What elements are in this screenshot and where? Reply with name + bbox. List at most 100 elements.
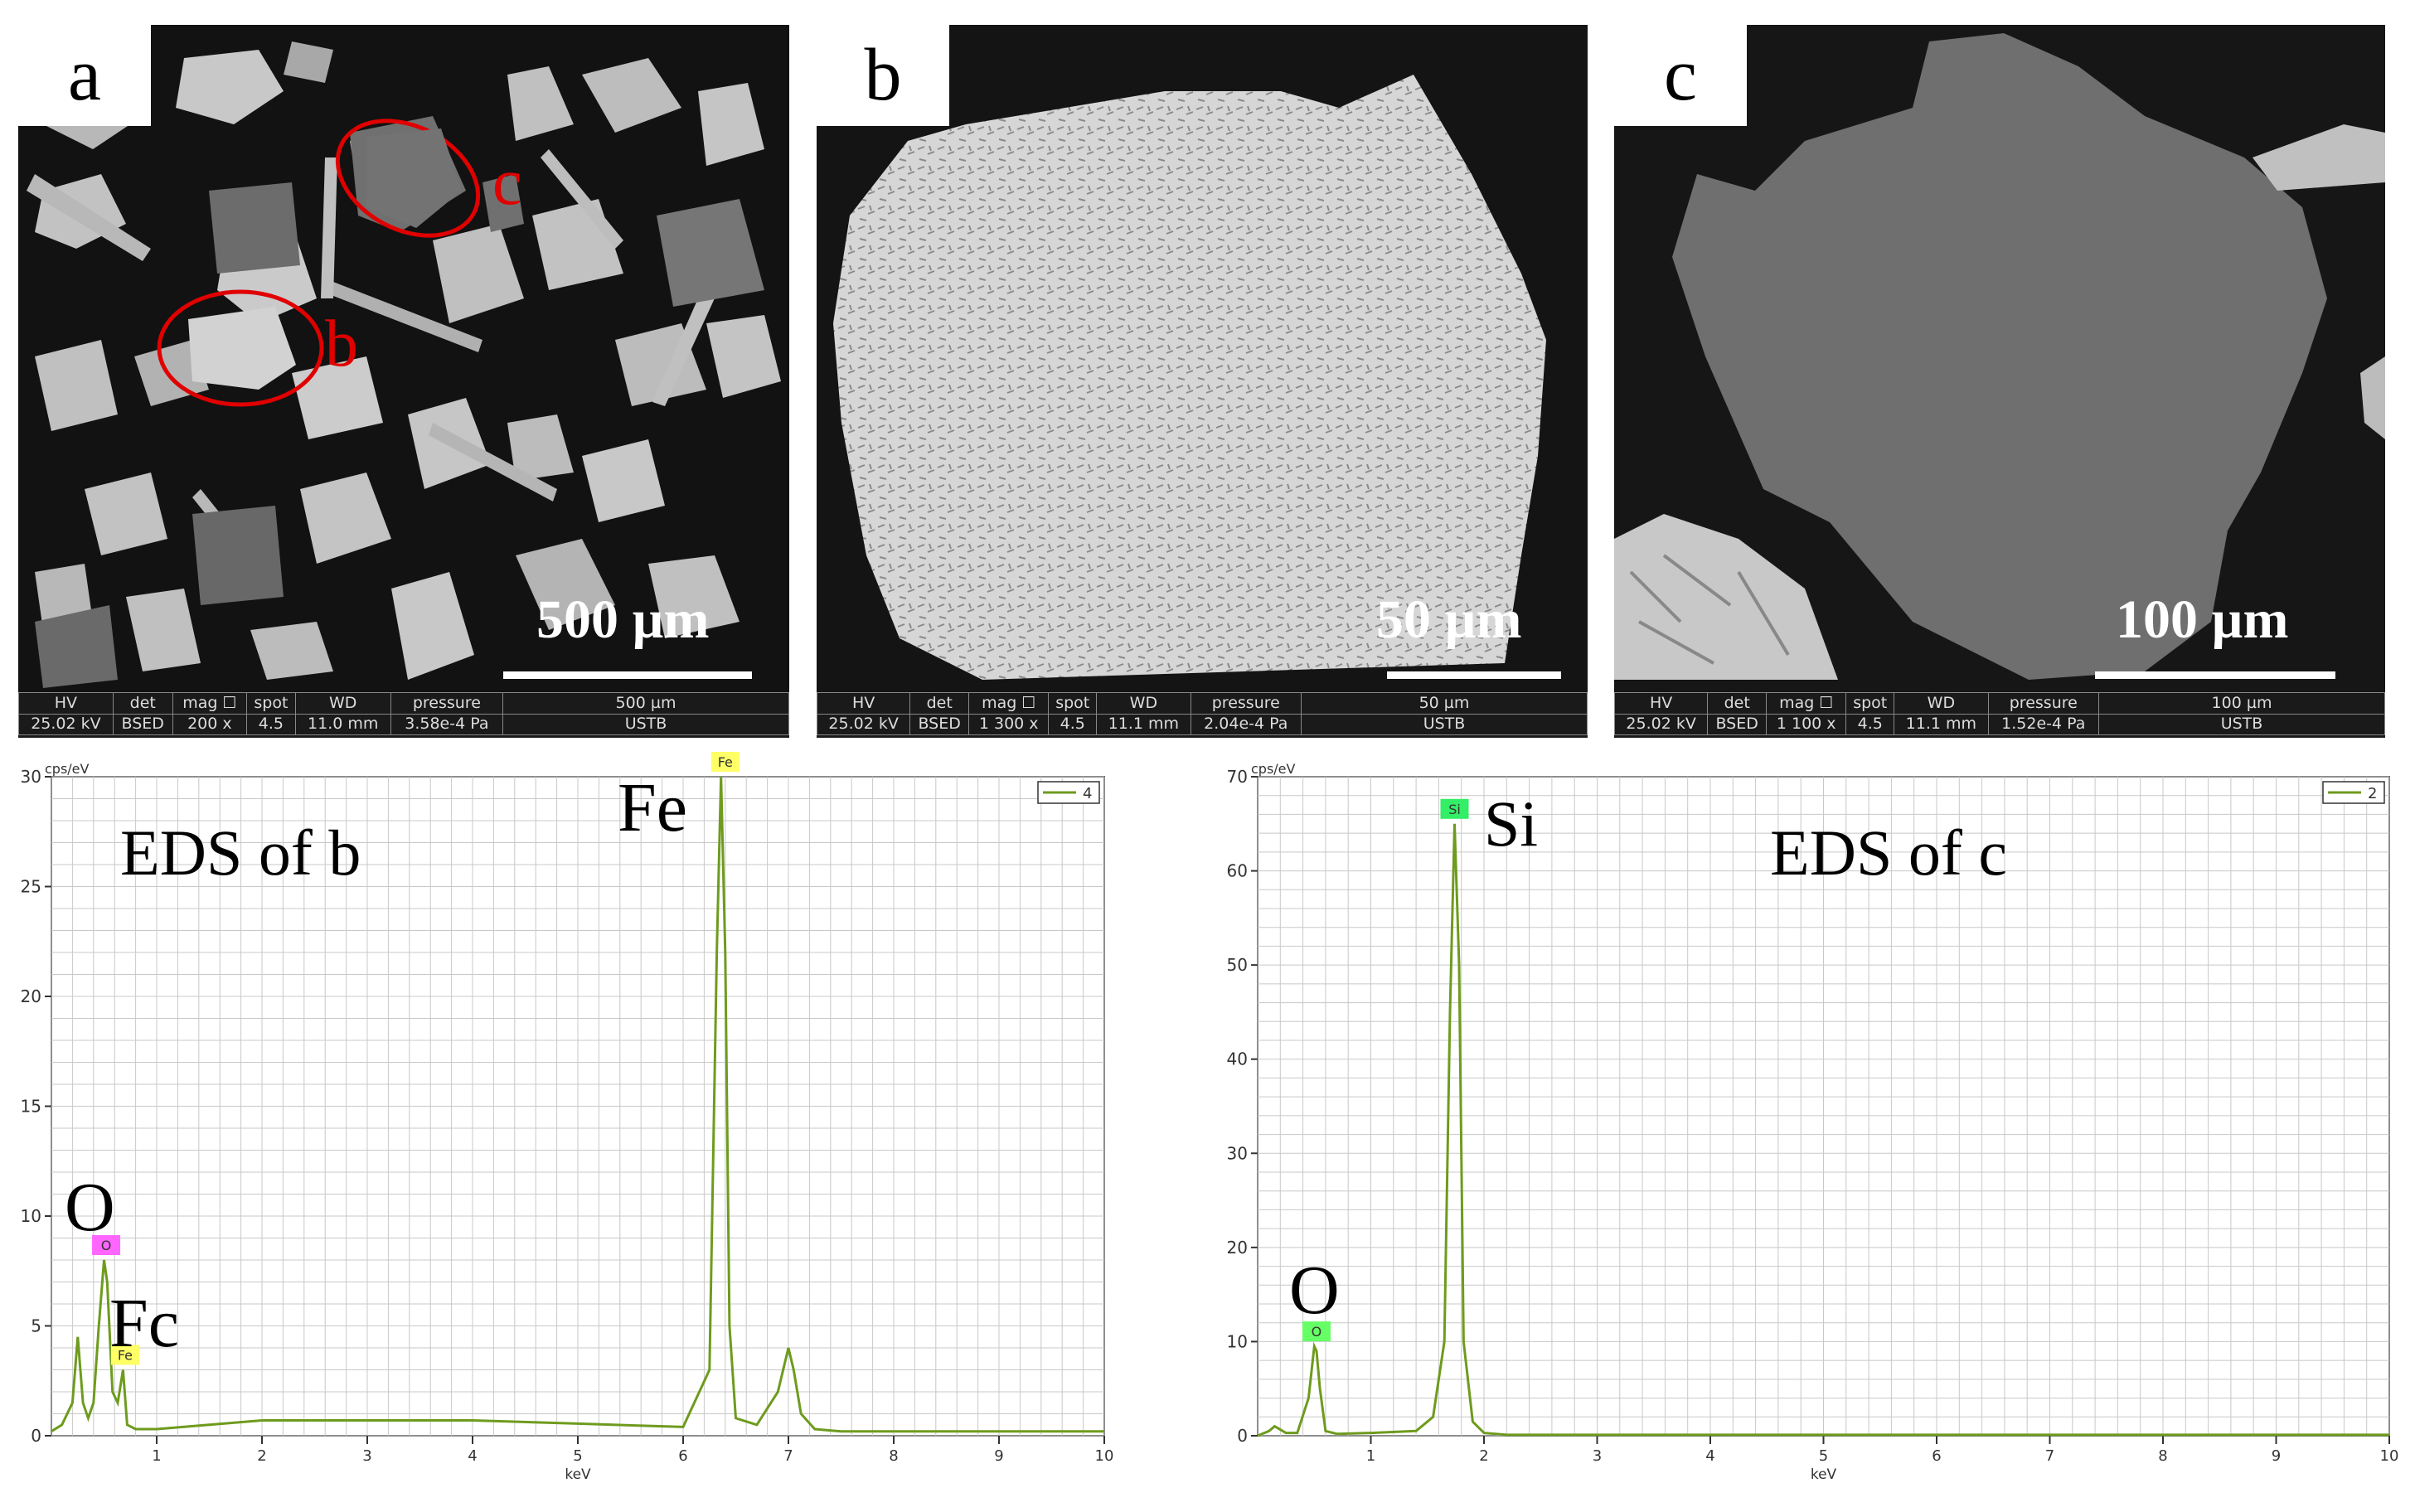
x-tick-label: 10 [1095,1447,1114,1465]
eds-chart-c-svg: 1 2 3 4 5 6 7 8 9 10 0 10 20 30 40 50 60 70 cps/eV keV 2 Si O [1227,761,2399,1483]
x-tick-label: 1 [1366,1447,1375,1465]
db-wd-h: WD [294,692,391,715]
y-tick-label: 60 [1227,861,1248,881]
peak-tag-fe: Fe [718,754,733,770]
y-tick-label: 20 [1227,1238,1248,1258]
db-scale: 50 µm [1301,692,1588,715]
peak-tag-si: Si [1448,802,1461,817]
x-tick-label: 4 [468,1447,477,1465]
db-spot-h: spot [246,692,296,715]
peak-label-o-b: O [65,1169,115,1246]
x-tick-label: 3 [1593,1447,1602,1465]
x-tick-label: 6 [1932,1447,1941,1465]
x-tick-label: 5 [1819,1447,1828,1465]
db-wd: 11.0 mm [294,713,391,735]
scale-bar-c [2095,671,2335,679]
peak-label-fe: Fe [618,769,687,846]
y-tick-label: 5 [31,1316,41,1336]
y-tick-label: 10 [1227,1331,1248,1351]
sem-image-a [18,25,789,738]
x-tick-label: 3 [362,1447,371,1465]
x-tick-label: 5 [573,1447,582,1465]
db-mag-h: mag ☐ [172,692,248,715]
peak-tag-box [1302,1321,1331,1342]
db-pressure: 2.04e-4 Pa [1190,713,1302,735]
y-tick-label: 0 [1237,1426,1248,1446]
x-tick-label: 8 [889,1447,898,1465]
spectrum-line [51,776,1104,1433]
sem-panel-a: a c b 500 µm HV det mag ☐ spot WD pressu… [18,25,789,738]
x-tick-label: 4 [1705,1447,1714,1465]
eds-title-b: EDS of b [120,817,361,889]
db-pressure-h: pressure [1987,692,2100,715]
db-hv: 25.02 kV [18,713,114,735]
y-tick-label: 70 [1227,767,1248,787]
y-tick-label: 30 [21,767,41,787]
db-hv: 25.02 kV [817,713,911,735]
panel-label-c: c [1614,25,1747,126]
eds-chart-c: 1 2 3 4 5 6 7 8 9 10 0 10 20 30 40 50 60 70 cps/eV keV 2 Si O … [1206,750,2415,1496]
scale-bar-b [1387,671,1561,679]
db-wd-h: WD [1894,692,1989,715]
sem-image-b [817,25,1588,738]
x-tick-label: 2 [257,1447,266,1465]
x-tick-label: 6 [678,1447,687,1465]
sem-panel-c: c 100 µm HV det mag ☐ spot WD pressure 1… [1614,25,2385,738]
db-spot-h: spot [1048,692,1098,715]
db-lab: USTB [2098,713,2385,735]
y-tick-label: 25 [21,877,41,897]
db-spot: 4.5 [1845,713,1895,735]
db-hv-h: HV [1614,692,1709,715]
y-tick-label: 20 [21,986,41,1006]
eds-chart-b: 1 2 3 4 5 6 7 8 9 10 0 5 10 15 20 25 30 cps/eV keV 4 Fe O Fe E… [0,750,1127,1496]
db-det-h: det [909,692,970,715]
db-det-h: det [112,692,173,715]
db-pressure: 1.52e-4 Pa [1987,713,2100,735]
databar-b: HV det mag ☐ spot WD pressure 50 µm 25.0… [817,692,1588,735]
panel-label-b: b [817,25,949,126]
peak-tag-o: O [1312,1324,1322,1340]
db-spot: 4.5 [1048,713,1098,735]
db-scale: 100 µm [2098,692,2385,715]
y-tick-label: 10 [21,1206,41,1226]
y-axis-label: cps/eV [1251,761,1296,777]
peak-label-o-c: O [1289,1252,1340,1329]
peak-tag-fe: Fe [118,1348,133,1364]
db-det: BSED [112,713,173,735]
spectrum-line [1257,823,2389,1437]
x-tick-label: 7 [2045,1447,2054,1465]
y-tick-label: 15 [21,1097,41,1117]
y-axis-label: cps/eV [45,761,90,777]
x-tick-label: 2 [1479,1447,1488,1465]
scale-label-b: 50 µm [1376,589,1522,650]
scale-label-c: 100 µm [2116,589,2289,650]
y-tick-label: 30 [1227,1143,1248,1163]
db-spot: 4.5 [246,713,296,735]
y-tick-label: 0 [31,1426,41,1446]
db-wd-h: WD [1096,692,1191,715]
db-wd: 11.1 mm [1096,713,1191,735]
x-tick-label: 9 [2272,1447,2281,1465]
db-mag-h: mag ☐ [1766,692,1847,715]
y-tick-label: 50 [1227,955,1248,975]
db-pressure-h: pressure [390,692,504,715]
db-mag: 1 300 x [968,713,1050,735]
eds-chart-b-svg: 1 2 3 4 5 6 7 8 9 10 0 5 10 15 20 25 30 cps/eV keV 4 Fe O Fe [21,752,1114,1483]
legend-entry: 2 [2368,785,2377,802]
db-det: BSED [1707,713,1768,735]
db-det-h: det [1707,692,1768,715]
db-mag-h: mag ☐ [968,692,1050,715]
panel-label-a: a [18,25,151,126]
db-lab: USTB [502,713,789,735]
scale-bar-a [503,671,752,679]
legend-entry: 4 [1083,785,1092,802]
x-tick-label: 10 [2380,1447,2399,1465]
db-spot-h: spot [1845,692,1895,715]
peak-label-fc: Fc [109,1285,179,1362]
db-wd: 11.1 mm [1894,713,1989,735]
db-hv-h: HV [817,692,911,715]
peak-tag-box [710,752,740,772]
peak-tag-o: O [101,1238,112,1253]
circle-label-b: b [325,308,358,380]
x-axis-label: keV [565,1466,591,1483]
